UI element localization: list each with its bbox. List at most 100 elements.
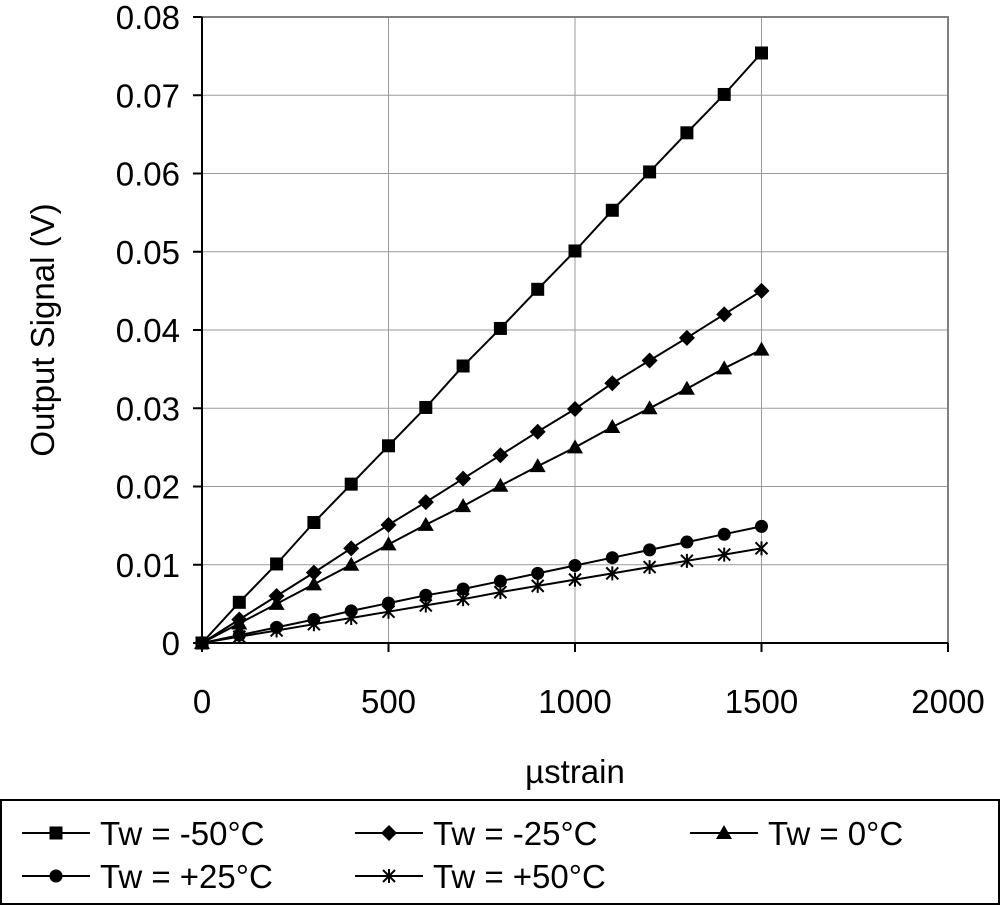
legend-marker-circle	[49, 869, 63, 883]
data-point-square	[419, 400, 433, 414]
data-point-square	[680, 126, 694, 140]
x-tick-labels: 0 500 1000 1500 2000	[193, 683, 985, 720]
legend-label: Tw = +50°C	[433, 858, 606, 895]
y-axis-title: Output Signal (V)	[24, 203, 61, 456]
legend-label: Tw = -50°C	[100, 815, 265, 852]
data-point-square	[493, 321, 507, 335]
x-tick-label: 1500	[725, 683, 798, 720]
data-point-square	[344, 477, 358, 491]
data-point-triangle	[343, 556, 360, 571]
data-point-triangle	[417, 516, 434, 531]
series-line	[201, 348, 762, 644]
series-line	[201, 547, 762, 644]
data-point-circle	[605, 551, 619, 565]
data-point-diamond	[567, 401, 583, 418]
data-point-diamond	[753, 282, 770, 299]
data-point-star	[344, 610, 358, 625]
legend-item: Tw = +25°C	[22, 858, 273, 895]
data-point-square	[755, 46, 768, 60]
data-point-circle	[680, 535, 694, 549]
data-point-star	[493, 585, 508, 600]
data-point-circle	[717, 527, 731, 541]
data-point-square	[382, 439, 395, 453]
data-point-diamond	[305, 564, 322, 581]
data-point-triangle	[492, 477, 509, 492]
data-point-star	[269, 623, 284, 638]
data-point-circle	[456, 582, 470, 596]
y-tick-label: 0.03	[116, 390, 180, 427]
legend: Tw = -50°C Tw = -25°C Tw = 0°C Tw = +25°C Tw…	[0, 799, 1000, 905]
data-point-triangle	[641, 400, 658, 415]
data-point-star	[232, 629, 247, 644]
legend-item: Tw = +50°C	[355, 858, 606, 895]
data-point-square	[456, 359, 470, 373]
data-point-star	[307, 617, 321, 632]
series-layer	[194, 46, 770, 651]
legend-item: Tw = 0°C	[690, 815, 903, 852]
data-point-circle	[531, 566, 545, 580]
x-tick-label: 1000	[538, 683, 611, 720]
data-point-square	[568, 244, 582, 258]
data-point-star	[754, 541, 769, 556]
data-point-triangle	[529, 458, 546, 473]
legend-label: Tw = -25°C	[433, 815, 598, 852]
series-tw-25-c	[195, 519, 768, 650]
y-tick-label: 0.07	[116, 77, 180, 114]
x-tick-label: 500	[361, 683, 416, 720]
data-point-square	[643, 165, 657, 179]
data-point-square	[531, 282, 545, 296]
data-point-triangle	[604, 419, 621, 434]
data-point-square	[232, 595, 246, 609]
data-point-diamond	[343, 540, 360, 557]
x-tick-label: 2000	[911, 683, 984, 720]
legend-label: Tw = +25°C	[100, 858, 273, 895]
legend-marker-diamond	[381, 825, 397, 841]
data-point-circle	[755, 519, 768, 533]
data-point-circle	[419, 588, 433, 602]
data-point-square	[605, 203, 619, 217]
y-tick-labels: 0 0.01 0.02 0.03 0.04 0.05 0.06 0.07 0.08	[116, 0, 180, 662]
data-point-triangle	[455, 498, 472, 513]
series-line	[201, 52, 763, 644]
data-point-star	[381, 604, 396, 619]
x-tick-label: 0	[193, 683, 211, 720]
series-line	[201, 290, 763, 644]
data-point-triangle	[380, 536, 397, 551]
y-tick-label: 0.01	[116, 547, 180, 584]
data-point-diamond	[417, 494, 434, 511]
data-point-triangle	[231, 615, 248, 630]
data-point-diamond	[678, 329, 695, 346]
series-line	[201, 525, 762, 644]
data-point-square	[307, 515, 321, 529]
data-point-star	[195, 636, 209, 650]
legend-marker-triangle	[716, 825, 732, 839]
legend-marker-square	[49, 826, 63, 840]
data-point-circle	[382, 596, 395, 610]
data-point-star	[568, 572, 582, 587]
y-tick-label: 0.06	[116, 156, 180, 193]
data-point-triangle	[753, 341, 770, 356]
axes	[193, 16, 949, 652]
data-point-square	[270, 557, 284, 571]
data-point-square	[717, 87, 731, 101]
data-point-circle	[493, 574, 507, 588]
data-point-star	[605, 566, 620, 581]
legend-item: Tw = -25°C	[355, 815, 598, 852]
x-axis-title: µstrain	[525, 753, 625, 790]
legend-label: Tw = 0°C	[768, 815, 903, 852]
data-point-diamond	[455, 470, 472, 487]
legend-marker-star	[382, 869, 396, 883]
data-point-triangle	[678, 380, 695, 395]
y-tick-label: 0.04	[116, 312, 180, 349]
legend-item: Tw = -50°C	[22, 815, 265, 852]
legend-box	[0, 799, 1000, 905]
data-point-triangle	[567, 439, 583, 454]
y-tick-label: 0	[162, 625, 180, 662]
series-tw-50-c	[195, 541, 769, 650]
data-point-diamond	[380, 516, 397, 533]
data-point-diamond	[641, 352, 658, 369]
y-tick-label: 0.02	[116, 469, 180, 506]
data-point-diamond	[604, 375, 621, 392]
data-point-star	[717, 547, 731, 562]
